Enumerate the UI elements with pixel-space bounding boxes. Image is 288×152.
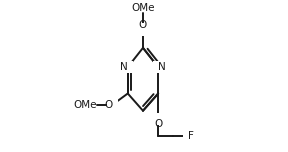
Text: N: N <box>158 62 166 72</box>
Text: OMe: OMe <box>131 3 155 13</box>
Text: O: O <box>139 20 147 30</box>
Text: O: O <box>154 119 162 129</box>
Text: N: N <box>120 62 128 72</box>
Text: O: O <box>109 100 117 110</box>
Text: F: F <box>185 131 191 141</box>
Text: O: O <box>154 114 162 124</box>
Text: N: N <box>124 62 132 72</box>
Text: OMe: OMe <box>74 100 97 110</box>
Text: O: O <box>139 25 147 35</box>
Text: F: F <box>187 131 194 141</box>
Text: N: N <box>154 62 162 72</box>
Text: O: O <box>104 100 113 110</box>
